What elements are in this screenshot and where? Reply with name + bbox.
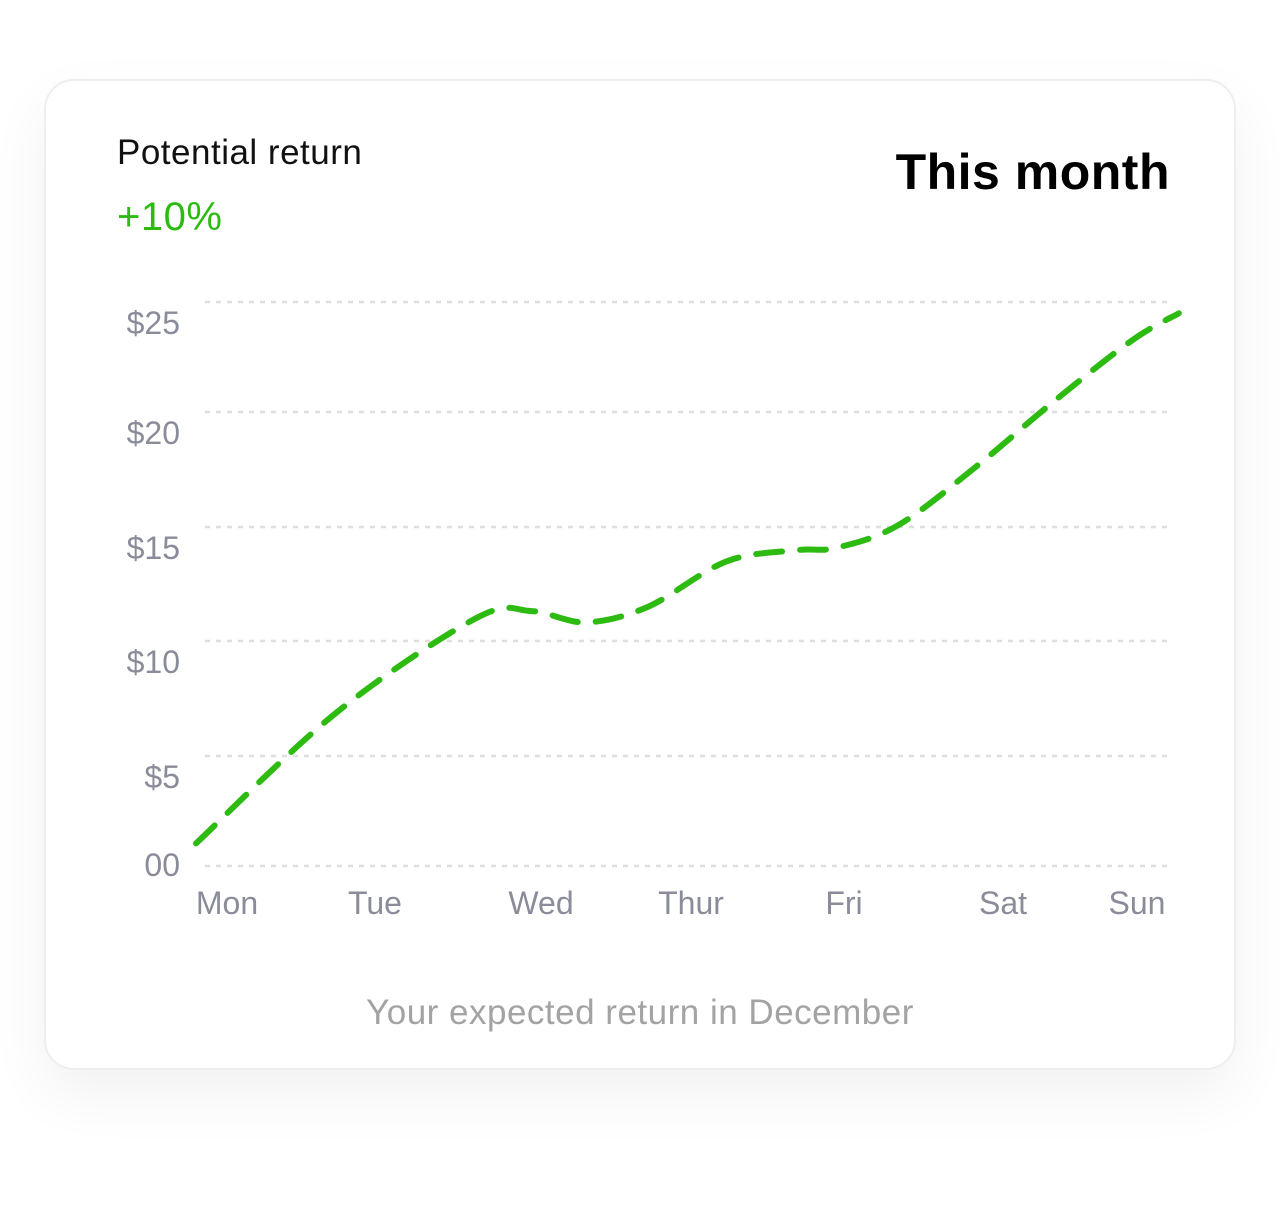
return-card: Potential return +10% This month Your ex…: [44, 79, 1236, 1070]
return-value: +10%: [117, 195, 223, 239]
period-label[interactable]: This month: [895, 144, 1170, 200]
card-label: Potential return: [117, 133, 363, 172]
chart-caption: Your expected return in December: [366, 993, 914, 1032]
